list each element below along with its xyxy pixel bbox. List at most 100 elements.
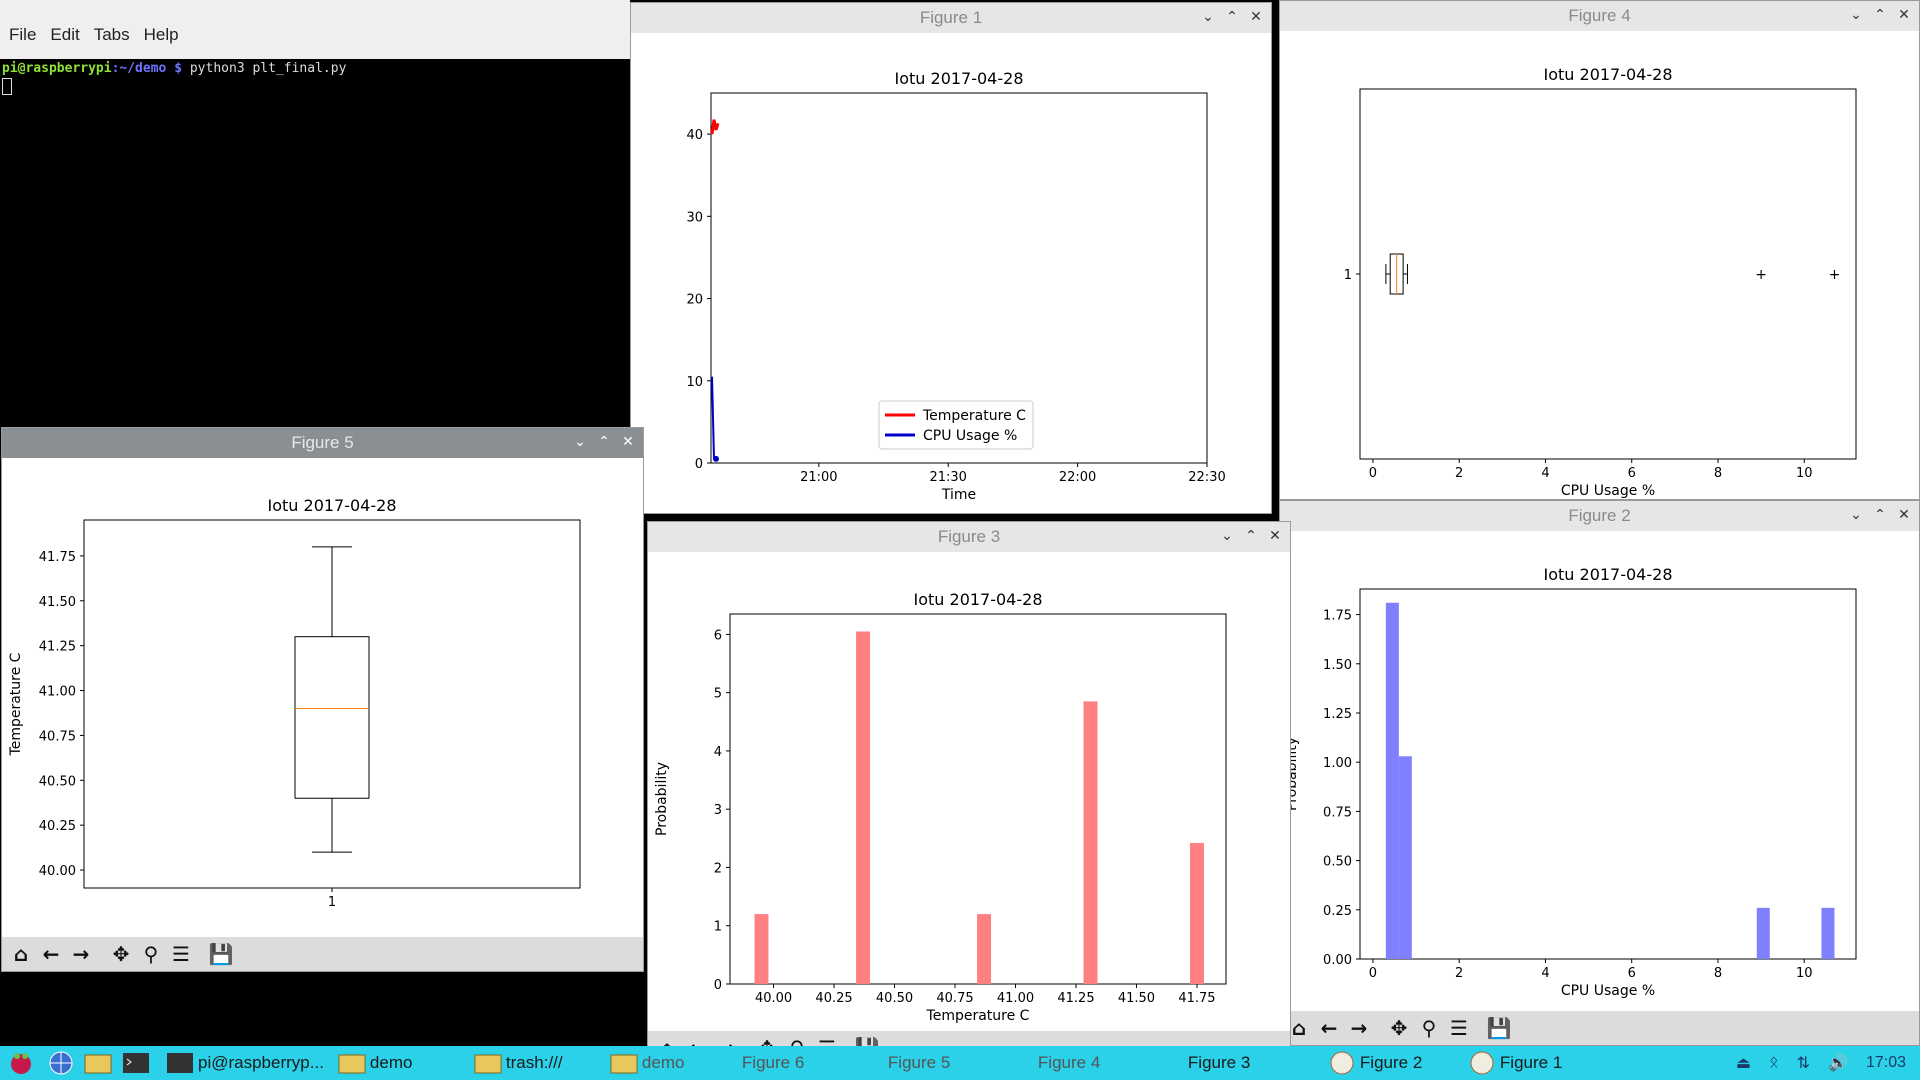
histogram-bar: [1385, 602, 1399, 959]
terminal-output[interactable]: pi@raspberrypi:~/demo $ python3 plt_fina…: [0, 59, 630, 101]
x-tick-label: 2: [1455, 966, 1463, 981]
menu-edit[interactable]: Edit: [50, 24, 80, 44]
pan-icon[interactable]: ✥: [1390, 1016, 1408, 1040]
task-figure-6[interactable]: Figure 6: [742, 1046, 888, 1080]
task-trash[interactable]: trash:///: [474, 1046, 596, 1080]
task-label: Figure 4: [1037, 1053, 1101, 1072]
x-tick-label: 40.25: [815, 991, 852, 1006]
minimize-icon[interactable]: ⌄: [574, 434, 586, 450]
task-label: Figure 6: [741, 1053, 805, 1072]
y-tick-label: 5: [714, 687, 722, 702]
x-tick-label: 41.50: [1118, 991, 1155, 1006]
histogram-bar: [754, 914, 769, 984]
y-tick-label: 4: [714, 745, 722, 760]
network-icon[interactable]: ⇅: [1796, 1055, 1811, 1072]
prompt-path: :~/demo $: [111, 61, 183, 76]
y-tick-label: 41.75: [39, 550, 76, 565]
task-label: Figure 5: [887, 1053, 951, 1072]
terminal-menubar: File Edit Tabs Help: [0, 0, 630, 59]
bluetooth-icon[interactable]: ᛟ: [1769, 1054, 1779, 1071]
save-icon[interactable]: 💾: [208, 942, 234, 966]
maximize-icon[interactable]: ⌃: [1226, 9, 1238, 25]
forward-arrow-icon[interactable]: →: [1350, 1016, 1368, 1040]
maximize-icon[interactable]: ⌃: [598, 434, 610, 450]
volume-icon[interactable]: 🔊: [1828, 1055, 1848, 1072]
x-axis-label: Time: [941, 487, 976, 503]
task-terminal[interactable]: pi@raspberryp...: [166, 1046, 324, 1080]
x-tick-label: 8: [1714, 966, 1722, 981]
task-figure-4[interactable]: Figure 4: [1038, 1046, 1188, 1080]
configure-icon[interactable]: ☰: [1450, 1016, 1468, 1040]
task-figure-3[interactable]: Figure 3: [1188, 1046, 1328, 1080]
browser-icon[interactable]: [48, 1046, 74, 1080]
close-icon[interactable]: ✕: [1898, 507, 1910, 523]
x-tick-label: 41.25: [1057, 991, 1094, 1006]
figure-3-titlebar[interactable]: Figure 3 ⌄ ⌃ ✕: [648, 522, 1290, 552]
figure-3-window[interactable]: Figure 3 ⌄ ⌃ ✕ Iotu 2017-04-28 Temperature …: [647, 521, 1291, 1066]
home-icon[interactable]: ⌂: [1291, 1016, 1307, 1040]
close-icon[interactable]: ✕: [1250, 9, 1262, 25]
plot-title: Iotu 2017-04-28: [1544, 65, 1673, 84]
task-figure-2[interactable]: Figure 2: [1328, 1046, 1468, 1080]
minimize-icon[interactable]: ⌄: [1850, 7, 1862, 23]
task-label: demo: [369, 1053, 413, 1072]
terminal-command: python3 plt_final.py: [182, 61, 347, 76]
x-tick-label: 40.00: [755, 991, 792, 1006]
figure-1-plot: Iotu 2017-04-28 Time 0 10 20 30 40 21:00 21:30 22…: [686, 69, 1225, 503]
histogram-bar: [1821, 907, 1835, 959]
task-demo-1[interactable]: demo: [338, 1046, 460, 1080]
task-demo-2[interactable]: demo: [610, 1046, 734, 1080]
close-icon[interactable]: ✕: [622, 434, 634, 450]
taskbar: pi@raspberryp... demo trash:/// demo Fig…: [0, 1046, 1920, 1080]
raspberry-menu-icon[interactable]: [8, 1046, 34, 1080]
legend-box: [878, 400, 1034, 450]
figure-1-window[interactable]: Figure 1 ⌄ ⌃ ✕ Iotu 2017-04-28 Time 0 10 20 30 4…: [630, 2, 1272, 514]
home-icon[interactable]: ⌂: [13, 942, 29, 966]
minimize-icon[interactable]: ⌄: [1850, 507, 1862, 523]
configure-icon[interactable]: ☰: [172, 942, 190, 966]
x-tick-label: 40.75: [936, 991, 973, 1006]
close-icon[interactable]: ✕: [1269, 528, 1281, 544]
x-tick-label: 21:00: [800, 470, 837, 485]
close-icon[interactable]: ✕: [1898, 7, 1910, 23]
figure-5-titlebar[interactable]: Figure 5 ⌄ ⌃ ✕: [2, 428, 643, 458]
system-tray: ⏏ ᛟ ⇅ 🔊 17:03: [1736, 1046, 1920, 1080]
figure-2-window[interactable]: Figure 2 ⌄ ⌃ ✕ Iotu 2017-04-28 CPU Usage % P…: [1279, 500, 1920, 1046]
figure-5-window[interactable]: Figure 5 ⌄ ⌃ ✕ Iotu 2017-04-28 Temperature …: [1, 427, 644, 972]
figure-4-window[interactable]: Figure 4 ⌄ ⌃ ✕ Iotu 2017-04-28 CPU Usage % 0…: [1279, 0, 1920, 500]
task-figure-5[interactable]: Figure 5: [888, 1046, 1038, 1080]
forward-arrow-icon[interactable]: →: [72, 942, 90, 966]
minimize-icon[interactable]: ⌄: [1202, 9, 1214, 25]
maximize-icon[interactable]: ⌃: [1874, 507, 1886, 523]
figure-4-plot: Iotu 2017-04-28 CPU Usage % 0 2 4 6 8 10 1 + +: [1344, 65, 1857, 499]
maximize-icon[interactable]: ⌃: [1245, 528, 1257, 544]
menu-tabs[interactable]: Tabs: [93, 24, 130, 44]
plot-title: Iotu 2017-04-28: [268, 496, 397, 515]
figure-4-titlebar[interactable]: Figure 4 ⌄ ⌃ ✕: [1280, 1, 1919, 31]
figure-1-titlebar[interactable]: Figure 1 ⌄ ⌃ ✕: [631, 3, 1271, 33]
back-arrow-icon[interactable]: ←: [42, 942, 60, 966]
eject-icon[interactable]: ⏏: [1735, 1055, 1752, 1072]
y-tick-label: 40.75: [39, 729, 76, 744]
terminal-launcher-icon[interactable]: [122, 1046, 150, 1080]
legend-label-cpu: CPU Usage %: [923, 428, 1017, 444]
figure-4-title: Figure 4: [1568, 6, 1631, 25]
back-arrow-icon[interactable]: ←: [1320, 1016, 1338, 1040]
y-tick-label: 40.50: [39, 774, 76, 789]
pan-icon[interactable]: ✥: [112, 942, 130, 966]
y-tick-label: 0: [714, 978, 722, 993]
save-icon[interactable]: 💾: [1486, 1016, 1512, 1040]
figure-2-titlebar[interactable]: Figure 2 ⌄ ⌃ ✕: [1280, 501, 1919, 531]
file-manager-icon[interactable]: [84, 1046, 112, 1080]
menu-help[interactable]: Help: [143, 24, 179, 44]
minimize-icon[interactable]: ⌄: [1221, 528, 1233, 544]
zoom-icon[interactable]: ⚲: [143, 942, 159, 966]
task-figure-1[interactable]: Figure 1: [1468, 1046, 1608, 1080]
clock[interactable]: 17:03: [1865, 1054, 1906, 1071]
x-tick-label: 10: [1796, 466, 1813, 481]
menu-file[interactable]: File: [9, 24, 37, 44]
maximize-icon[interactable]: ⌃: [1874, 7, 1886, 23]
task-label: Figure 3: [1187, 1053, 1251, 1072]
zoom-icon[interactable]: ⚲: [1421, 1016, 1437, 1040]
